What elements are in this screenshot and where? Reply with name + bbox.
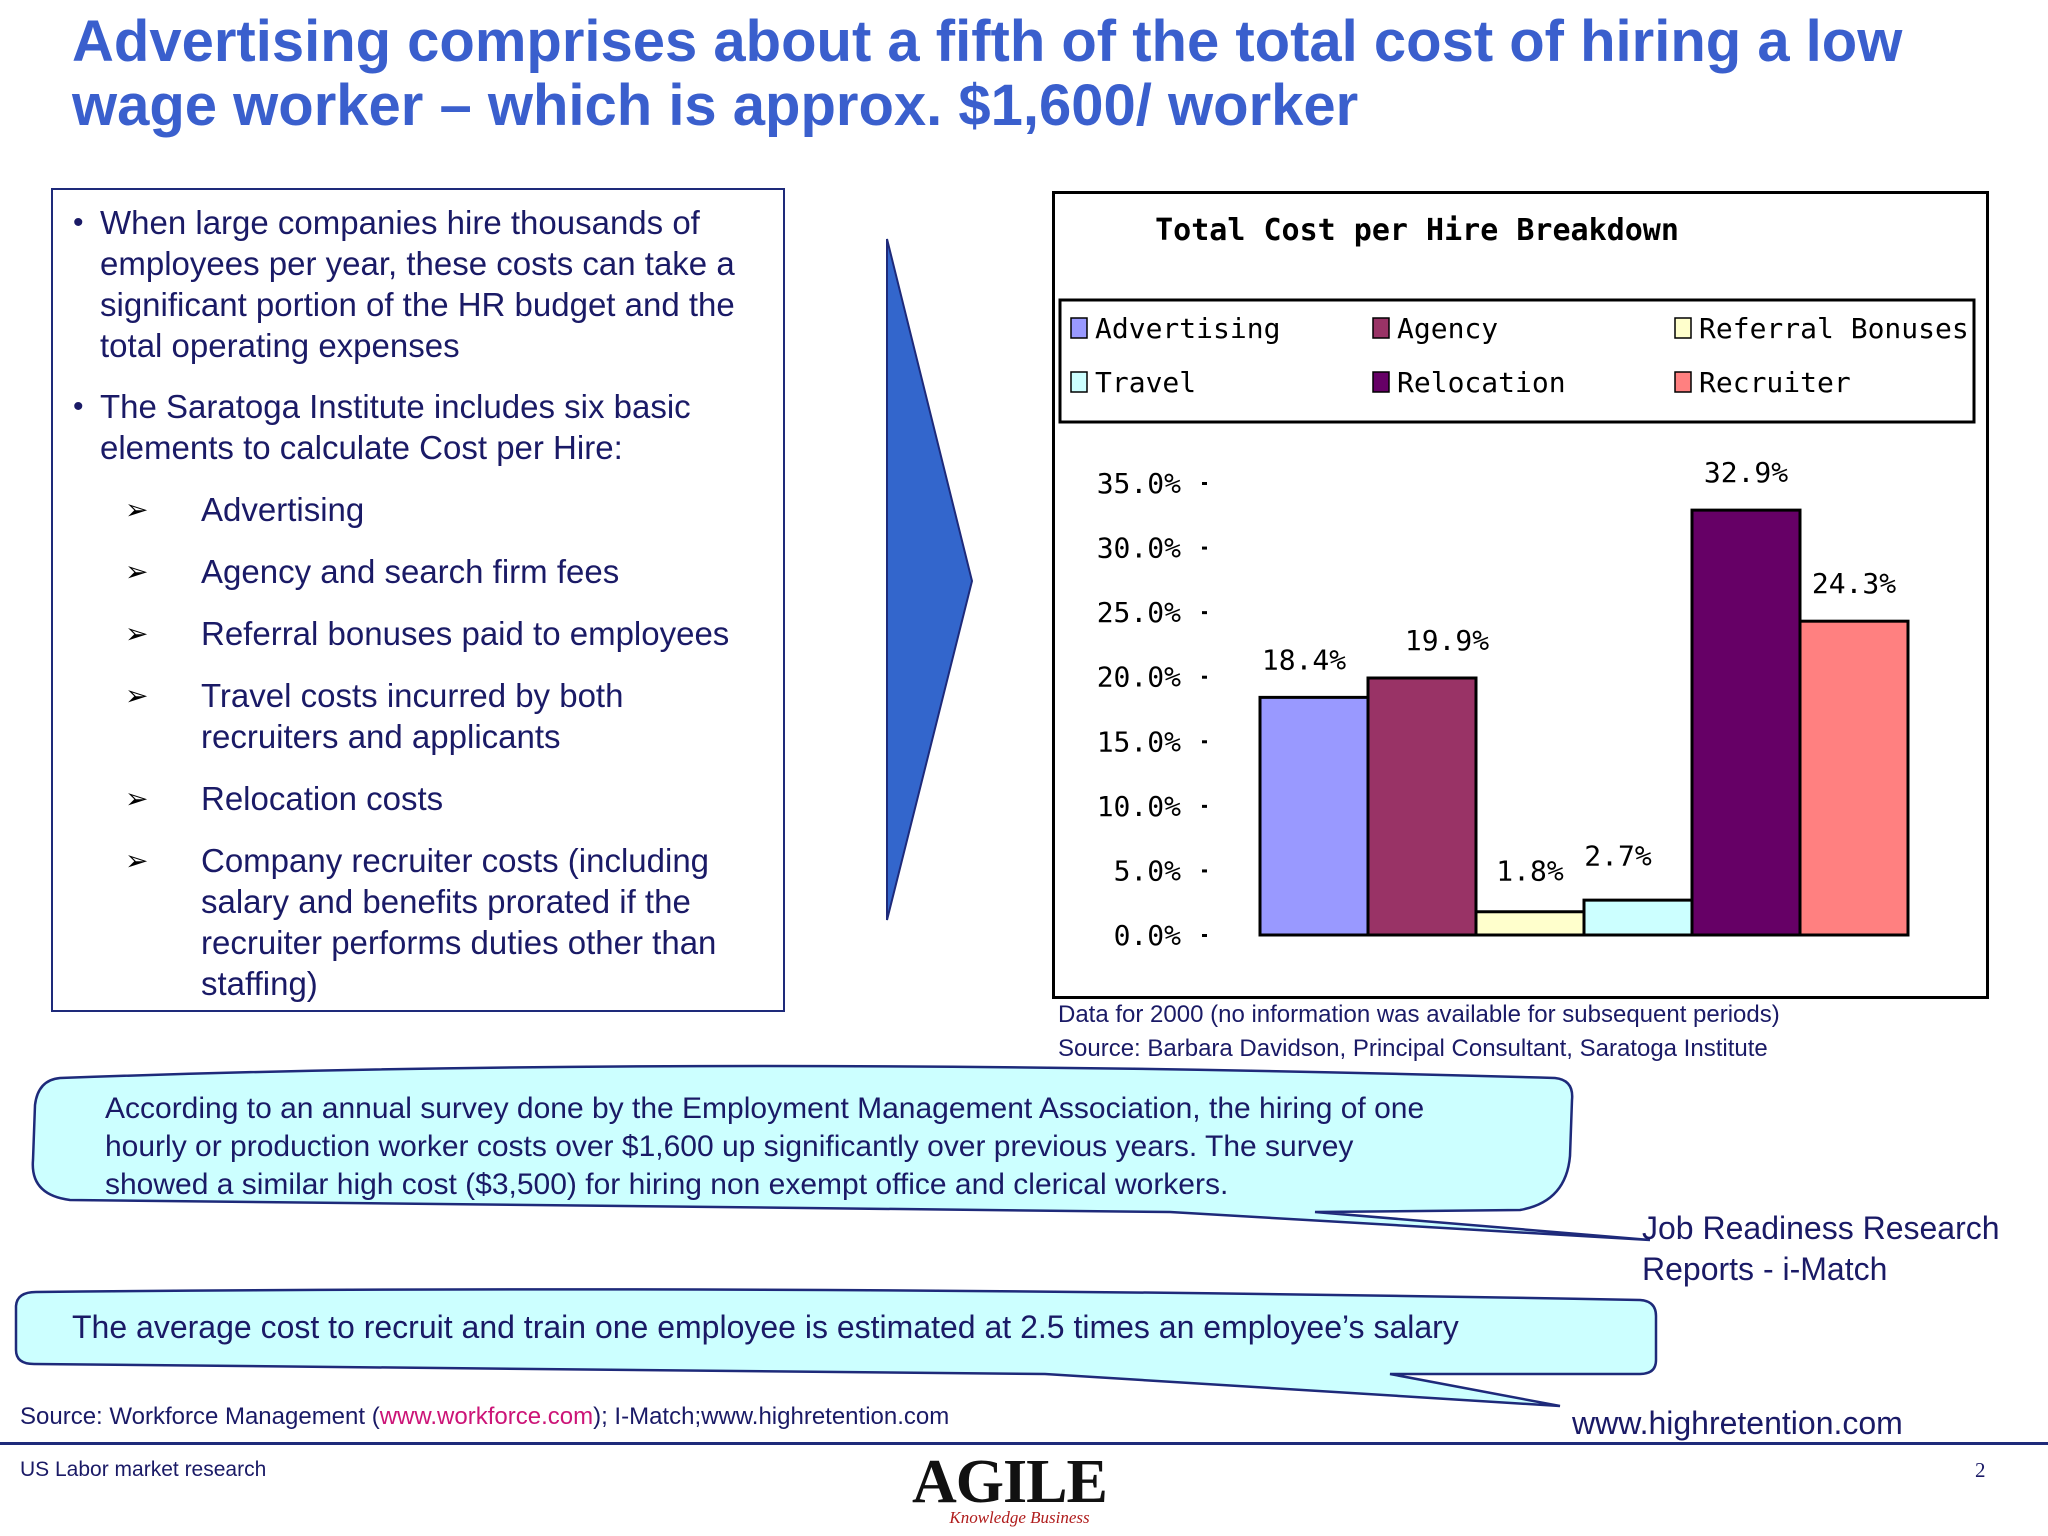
bar-value-label: 32.9%	[1704, 456, 1788, 489]
legend-label: Referral Bonuses	[1699, 312, 1969, 345]
chart-container: Total Cost per Hire Breakdown Advertisin…	[1052, 191, 1989, 999]
y-tick-mark	[1202, 869, 1207, 873]
bar-chart: Total Cost per Hire Breakdown Advertisin…	[1058, 213, 1976, 952]
y-tick-mark	[1202, 934, 1207, 937]
y-tick-mark	[1202, 675, 1207, 679]
sub-item: ➢ Referral bonuses paid to employees	[125, 613, 765, 654]
sub-item-text: Advertising	[201, 491, 365, 528]
legend-swatch	[1674, 371, 1692, 393]
attribution-line: Job Readiness Research	[1642, 1210, 2000, 1246]
arrow-bullet-icon: ➢	[125, 680, 149, 711]
bar-value-label: 1.8%	[1496, 854, 1564, 887]
bullet-item: • When large companies hire thousands of…	[73, 202, 763, 366]
bar	[1690, 508, 1802, 937]
page-number: 2	[1975, 1458, 1986, 1482]
agile-logo-tagline: Knowledge Business	[949, 1508, 1090, 1527]
callout-1-line: According to an annual survey done by th…	[105, 1092, 1425, 1125]
callout-2-attribution: www.highretention.com	[1572, 1405, 1903, 1441]
chart-source-note: Source: Barbara Davidson, Principal Cons…	[1058, 1035, 1768, 1062]
callout-1-line: showed a similar high cost ($3,500) for …	[105, 1168, 1229, 1201]
bars: 18.4% 19.9% 1.8% 2.7% 32.9% 24.3%	[1258, 456, 1910, 937]
legend: Advertising Agency Referral Bonuses Travel R…	[1070, 312, 1969, 399]
y-tick-mark	[1202, 611, 1207, 615]
bullet-text: When large companies hire thousands of e…	[100, 204, 735, 364]
workforce-link[interactable]: www.workforce.com	[379, 1403, 594, 1430]
callout-bubble-1	[31, 1064, 1651, 1242]
arrow-bullet-icon: ➢	[125, 618, 149, 649]
sub-item: ➢ Company recruiter costs (including sal…	[125, 840, 765, 1004]
y-tick-label: 0.0%	[1114, 919, 1182, 952]
sub-item-text: Referral bonuses paid to employees	[201, 615, 730, 652]
bar-value-label: 24.3%	[1812, 567, 1896, 600]
arrow-bullet-icon: ➢	[125, 494, 149, 525]
source-line: Source: Workforce Management (www.workfo…	[20, 1403, 949, 1431]
y-axis: 35.0% 30.0% 25.0% 20.0% 15.0% 10.0% 5.0% 0.0%	[1097, 467, 1207, 952]
bullet-text: The Saratoga Institute includes six basi…	[100, 388, 691, 466]
bar-value-label: 18.4%	[1262, 643, 1346, 676]
attribution-line: Reports - i-Match	[1642, 1251, 1888, 1287]
callout-1-attribution: Job Readiness Research Reports - i-Match	[1642, 1208, 2000, 1290]
arrow-bullet-icon: ➢	[125, 556, 149, 587]
legend-box	[1058, 298, 1976, 424]
y-tick-mark	[1202, 482, 1207, 485]
bullet-text-box: • When large companies hire thousands of…	[51, 188, 785, 1012]
sub-item-text: Agency and search firm fees	[201, 553, 620, 590]
legend-swatch	[1372, 371, 1390, 393]
legend-swatch	[1372, 317, 1390, 339]
callout-1-line: hourly or production worker costs over $…	[105, 1130, 1354, 1163]
y-tick-label: 15.0%	[1097, 725, 1181, 758]
callout-1-text: According to an annual survey done by th…	[105, 1090, 1424, 1204]
bar	[1258, 695, 1370, 937]
legend-swatch	[1674, 317, 1692, 339]
slide-title: Advertising comprises about a fifth of t…	[72, 9, 1903, 138]
y-tick-label: 25.0%	[1097, 596, 1181, 629]
legend-label: Relocation	[1397, 366, 1566, 399]
sub-item: ➢ Agency and search firm fees	[125, 551, 765, 592]
sub-item: ➢ Advertising	[125, 489, 765, 530]
bar-value-label: 2.7%	[1584, 839, 1652, 872]
legend-label: Travel	[1095, 366, 1196, 399]
arrow-bullet-icon: ➢	[125, 845, 149, 876]
footer-label: US Labor market research	[20, 1458, 267, 1481]
agile-logo: AGILE	[912, 1448, 1108, 1516]
legend-swatch	[1070, 317, 1088, 339]
source-prefix: Source: Workforce Management (	[20, 1403, 380, 1430]
legend-label: Recruiter	[1699, 366, 1851, 399]
chevron-arrow-icon	[886, 238, 974, 921]
y-tick-label: 35.0%	[1097, 467, 1181, 500]
callout-shapes	[14, 1064, 1658, 1408]
y-tick-mark	[1202, 804, 1207, 808]
bar	[1798, 619, 1910, 937]
arrow-bullet-icon: ➢	[125, 783, 149, 814]
callout-2-text: The average cost to recruit and train on…	[72, 1309, 1459, 1345]
y-tick-label: 10.0%	[1097, 790, 1181, 823]
legend-label: Agency	[1397, 312, 1498, 345]
sub-item-text: Company recruiter costs (including salar…	[201, 842, 717, 1002]
bar	[1366, 676, 1478, 937]
bullet-glyph: •	[73, 206, 84, 239]
y-tick-mark	[1202, 740, 1207, 744]
sub-item-text: Travel costs incurred by both recruiters…	[201, 677, 624, 755]
bullet-glyph: •	[73, 390, 84, 423]
y-tick-label: 30.0%	[1097, 532, 1181, 565]
callout-bubble-2	[14, 1288, 1658, 1408]
sub-item: ➢ Relocation costs	[125, 778, 765, 819]
legend-swatch	[1070, 371, 1088, 393]
bar-value-label: 19.9%	[1405, 624, 1489, 657]
source-suffix: ); I-Match;www.highretention.com	[593, 1403, 950, 1430]
bar	[1474, 910, 1586, 937]
bullet-item: • The Saratoga Institute includes six ba…	[73, 386, 763, 468]
y-tick-mark	[1202, 546, 1207, 550]
bar	[1582, 898, 1694, 937]
chart-data-note: Data for 2000 (no information was availa…	[1058, 1001, 1780, 1028]
sub-item-text: Relocation costs	[201, 780, 444, 817]
legend-label: Advertising	[1095, 312, 1280, 345]
sub-item: ➢ Travel costs incurred by both recruite…	[125, 675, 765, 757]
y-tick-label: 5.0%	[1114, 854, 1182, 887]
footer-divider	[0, 1442, 2048, 1445]
y-tick-label: 20.0%	[1097, 661, 1181, 694]
chart-title: Total Cost per Hire Breakdown	[1155, 213, 1679, 248]
